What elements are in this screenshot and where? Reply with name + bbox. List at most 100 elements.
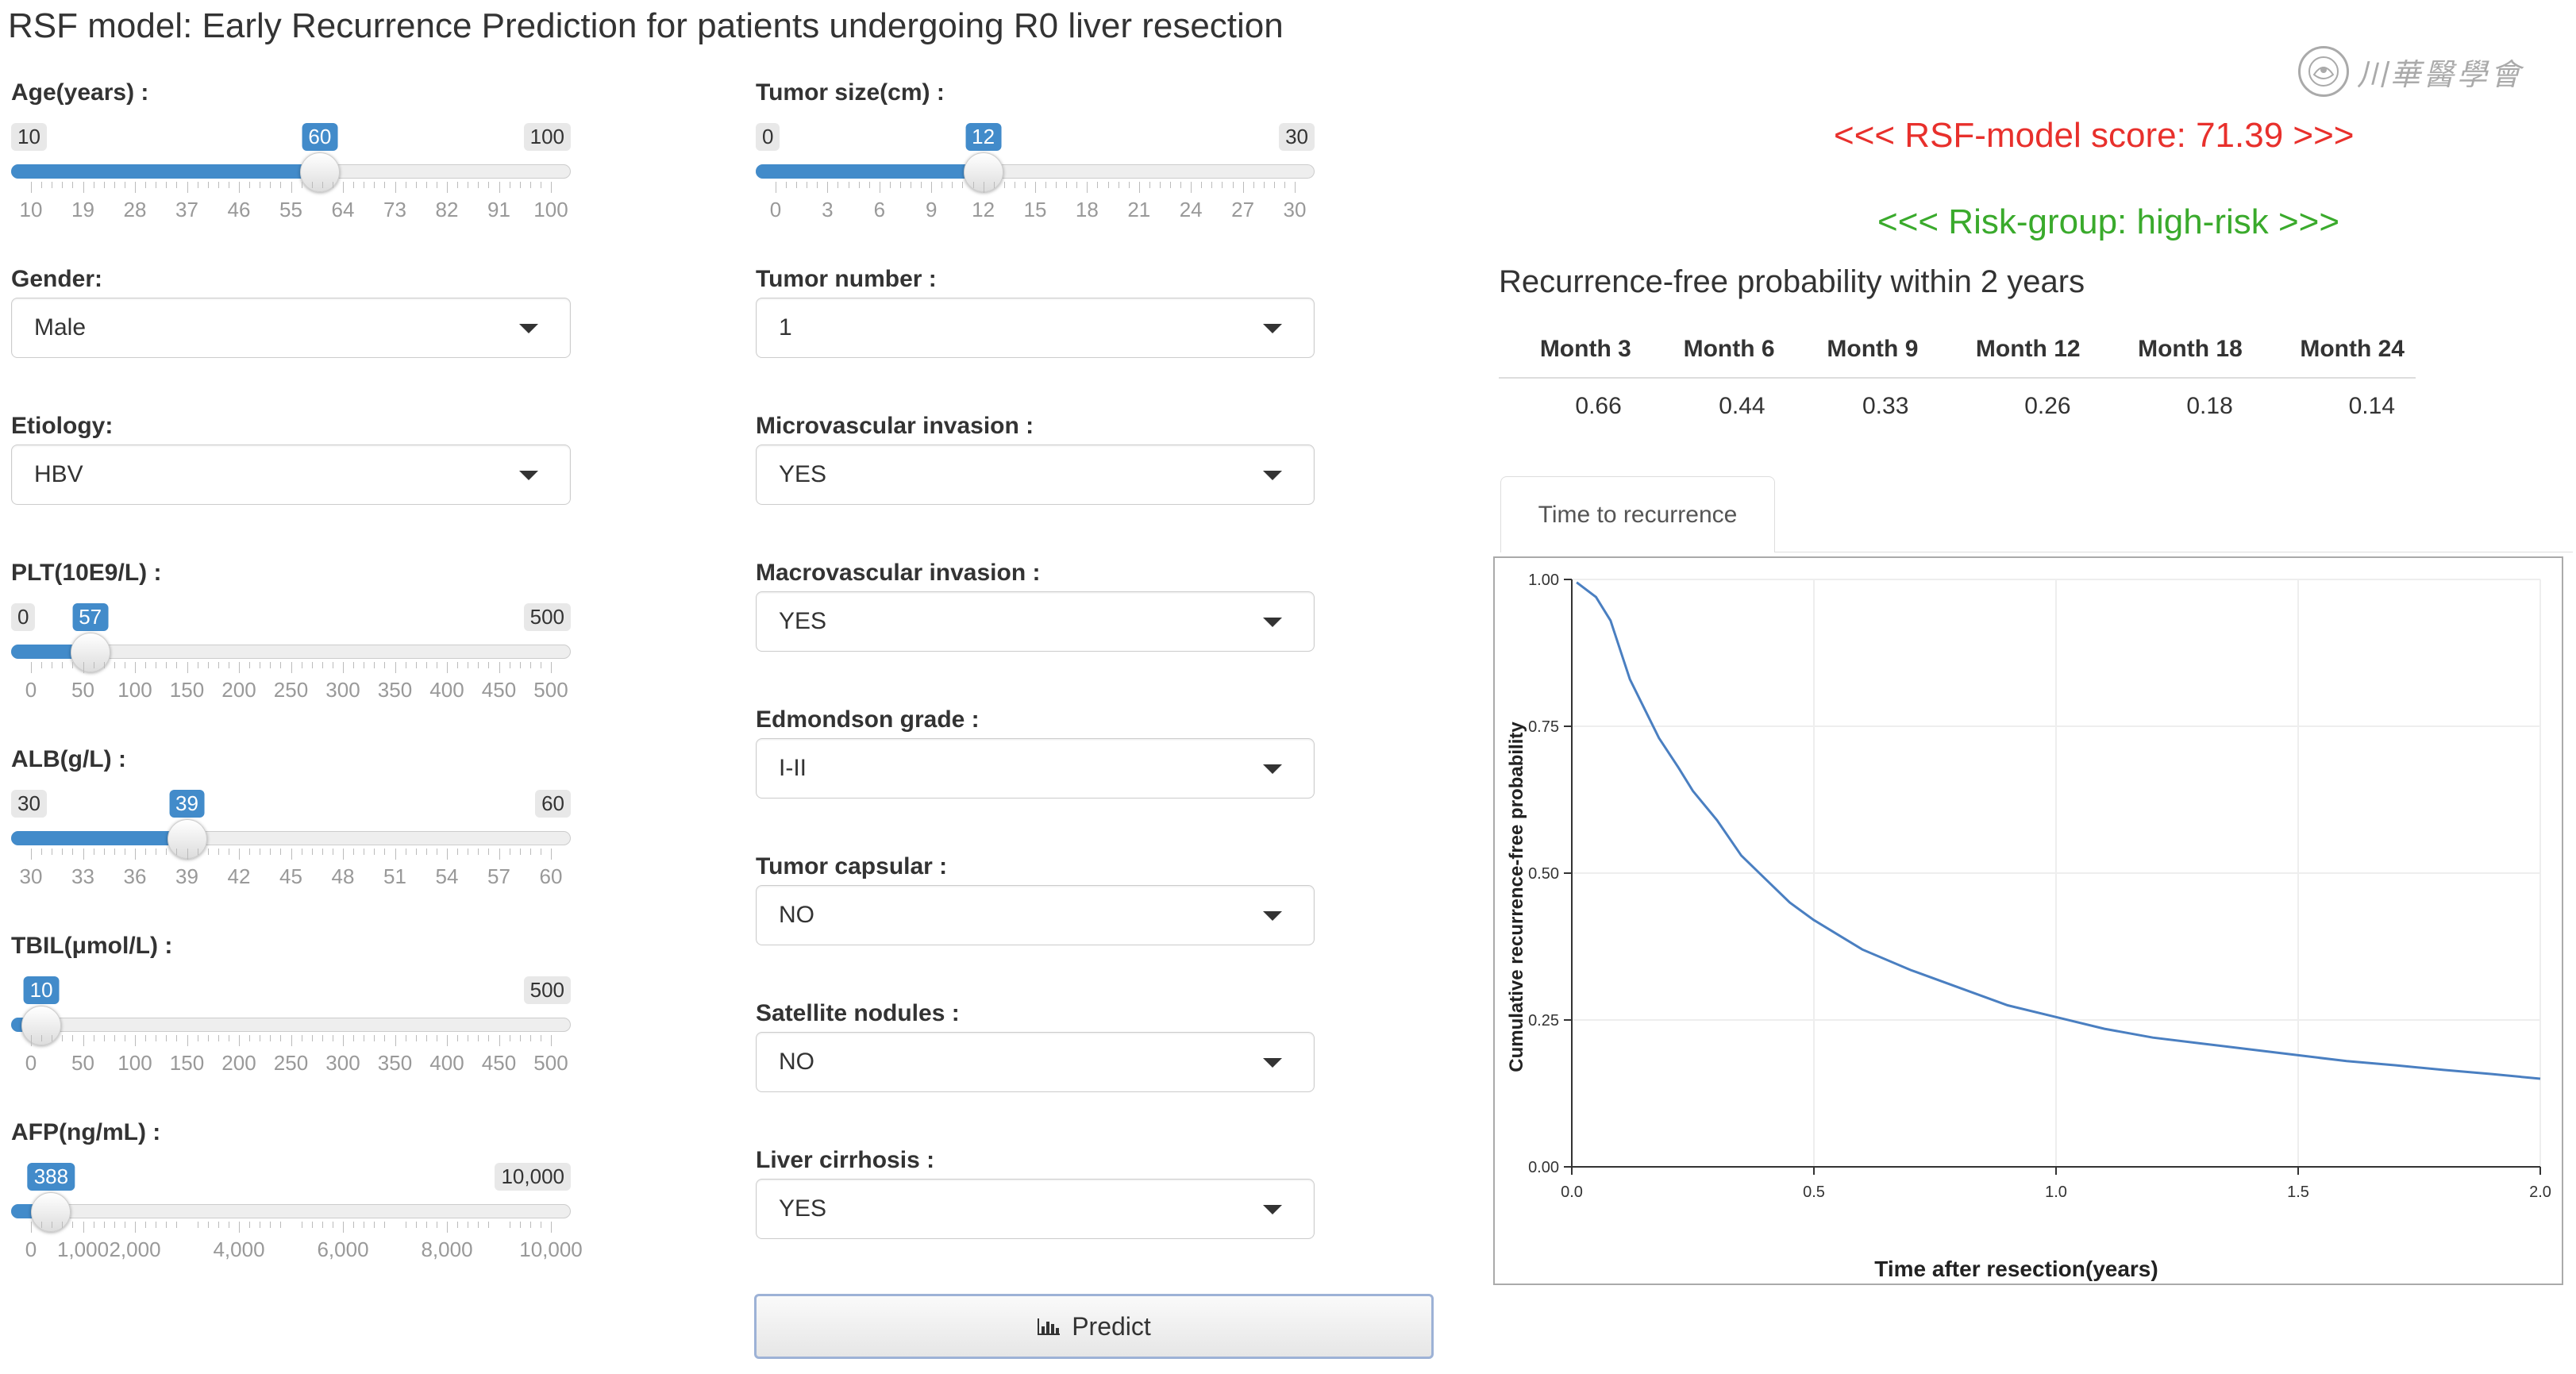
edmondson-select[interactable]: I-II	[756, 738, 1315, 799]
slider-tick	[551, 849, 552, 860]
capsular-select[interactable]: NO	[756, 885, 1315, 945]
x-axis-label: Time after resection(years)	[1874, 1257, 2158, 1281]
slider-tick	[1087, 182, 1088, 193]
age-slider-bar	[11, 164, 320, 179]
tumor-size-slider[interactable]: 0 30 12 0 3 6 9 12 15 18 21 24 27 30	[756, 115, 1315, 234]
tumor-number-label: Tumor number :	[756, 266, 937, 292]
tbil-slider[interactable]: 500 10 0 50 100 150 200 250 300 350 400 450 500	[11, 968, 571, 1087]
age-slider[interactable]: 10 100 60 10 19 28 37 46 55 64 73 82 91 100	[11, 115, 571, 234]
afp-slider[interactable]: 10,000 388 0 1,000 2,000 4,000 6,000 8,000 10,…	[11, 1155, 583, 1274]
satellite-select[interactable]: NO	[756, 1032, 1315, 1092]
slider-minor-tick	[478, 662, 479, 668]
slider-grid-label: 300	[325, 678, 360, 702]
cirrhosis-select[interactable]: YES	[756, 1179, 1315, 1239]
slider-minor-tick	[529, 662, 531, 668]
slider-minor-tick	[176, 182, 178, 188]
slider-tick	[343, 662, 344, 673]
slider-minor-tick	[488, 662, 490, 668]
slider-minor-tick	[114, 849, 115, 855]
table-header-cell: Month 18	[2091, 321, 2254, 379]
slider-grid-label: 57	[487, 864, 510, 888]
chevron-down-icon	[1263, 1058, 1282, 1068]
plt-slider-handle[interactable]	[70, 633, 110, 672]
afp-slider-handle[interactable]	[31, 1192, 71, 1232]
age-slider-handle[interactable]	[299, 152, 340, 192]
tumor-number-value: 1	[779, 314, 792, 341]
gender-select[interactable]: Male	[11, 298, 571, 358]
slider-grid-label: 0	[769, 198, 782, 221]
slider-minor-tick	[176, 849, 178, 855]
slider-minor-tick	[41, 849, 43, 855]
slider-grid-label: 450	[481, 678, 517, 702]
slider-minor-tick	[353, 182, 355, 188]
tumor-size-label: Tumor size(cm) :	[756, 79, 945, 106]
microvascular-select[interactable]: YES	[756, 445, 1315, 505]
slider-minor-tick	[1232, 182, 1234, 188]
slider-grid-label: 51	[383, 864, 406, 888]
slider-minor-tick	[270, 662, 271, 668]
x-tick-label: 0.5	[1803, 1183, 1825, 1201]
slider-minor-tick	[218, 662, 219, 668]
recurrence-curve	[1576, 581, 2541, 1080]
predict-button[interactable]: Predict	[754, 1294, 1434, 1359]
slider-minor-tick	[457, 849, 459, 855]
slider-minor-tick	[941, 182, 943, 188]
plt-slider[interactable]: 0 500 57 0 50 100 150 200 250 300 350 400 450 500	[11, 595, 571, 714]
slider-grid-label: 2,000	[109, 1237, 161, 1261]
alb-slider[interactable]: 30 60 39 30 33 36 39 42 45 48 51 54 57 60	[11, 782, 571, 901]
etiology-select[interactable]: HBV	[11, 445, 571, 505]
slider-minor-tick	[415, 849, 417, 855]
slider-grid-label: 12	[972, 198, 995, 221]
slider-minor-tick	[384, 662, 386, 668]
slider-minor-tick	[1003, 182, 1005, 188]
afp-slider-track[interactable]	[11, 1204, 571, 1218]
slider-minor-tick	[72, 182, 74, 188]
slider-minor-tick	[322, 182, 323, 188]
slider-tick	[135, 849, 136, 860]
slider-minor-tick	[488, 182, 490, 188]
table-header-cell: Month 24	[2253, 321, 2416, 379]
chevron-down-icon	[1263, 471, 1282, 480]
slider-grid-label: 0	[25, 1051, 37, 1075]
slider-minor-tick	[249, 182, 251, 188]
cirrhosis-value: YES	[779, 1195, 827, 1222]
slider-tick	[447, 1035, 448, 1046]
slider-tick	[395, 662, 396, 673]
slider-minor-tick	[62, 849, 64, 855]
slider-minor-tick	[322, 1222, 323, 1228]
slider-minor-tick	[270, 1035, 271, 1041]
slider-minor-tick	[322, 1035, 323, 1041]
slider-minor-tick	[311, 849, 313, 855]
slider-minor-tick	[384, 182, 386, 188]
risk-group: <<< Risk-group: high-risk >>>	[1877, 202, 2340, 241]
slider-grid-label: 42	[227, 864, 251, 888]
macrovascular-label: Macrovascular invasion :	[756, 560, 1041, 586]
slider-minor-tick	[103, 182, 105, 188]
y-tick-label: 1.00	[1528, 572, 1559, 589]
slider-minor-tick	[519, 662, 521, 668]
macrovascular-select[interactable]: YES	[756, 591, 1315, 652]
macrovascular-value: YES	[779, 608, 827, 634]
slider-minor-tick	[166, 849, 167, 855]
plt-max-label: 500	[523, 603, 571, 631]
tbil-slider-track[interactable]	[11, 1018, 571, 1032]
tumor-number-select[interactable]: 1	[756, 298, 1315, 358]
slider-grid-label: 450	[481, 1051, 517, 1075]
slider-grid-label: 21	[1127, 198, 1151, 221]
slider-minor-tick	[114, 182, 115, 188]
tab-time-to-recurrence[interactable]: Time to recurrence	[1500, 476, 1775, 552]
slider-minor-tick	[166, 1222, 167, 1228]
slider-minor-tick	[1076, 182, 1078, 188]
slider-minor-tick	[218, 182, 219, 188]
slider-grid-label: 200	[221, 678, 256, 702]
tumor-size-slider-bar	[756, 164, 984, 179]
slider-grid-label: 100	[117, 1051, 152, 1075]
slider-grid-label: 50	[71, 678, 94, 702]
slider-tick	[239, 1222, 240, 1233]
slider-minor-tick	[1107, 182, 1109, 188]
slider-minor-tick	[972, 182, 974, 188]
slider-minor-tick	[457, 1035, 459, 1041]
slider-tick	[291, 182, 292, 193]
slider-tick	[83, 1222, 84, 1233]
chevron-down-icon	[1263, 911, 1282, 921]
